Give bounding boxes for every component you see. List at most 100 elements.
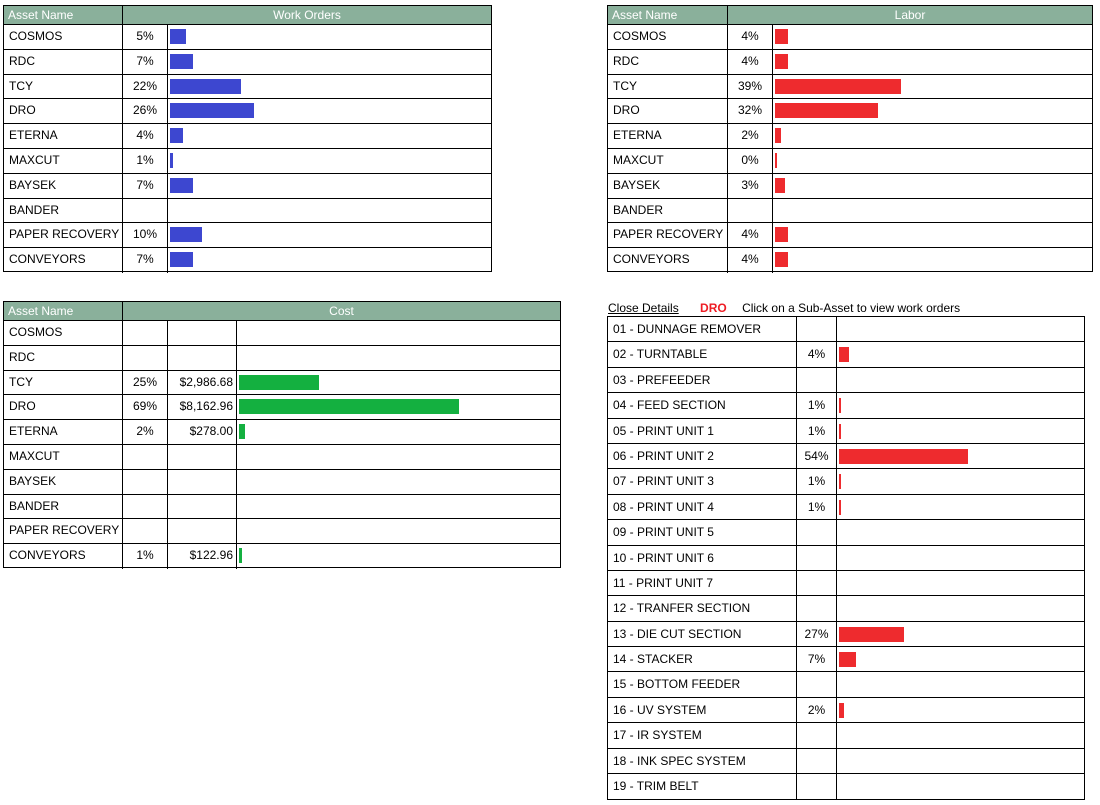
- percent-cell: 25%: [123, 370, 168, 395]
- bar-cell: [837, 647, 1084, 671]
- sub-asset-row-12-tranfer-section[interactable]: 12 - TRANFER SECTION: [608, 596, 1084, 622]
- sub-asset-row-08-print-unit-4[interactable]: 08 - PRINT UNIT 4 1%: [608, 494, 1084, 521]
- asset-name-cell: 06 - PRINT UNIT 2: [608, 443, 797, 469]
- bar-cell: [837, 342, 1084, 366]
- bar-cell: [837, 393, 1084, 417]
- work-orders-row-baysek[interactable]: BAYSEK 7%: [4, 173, 491, 199]
- sub-asset-bar: [839, 448, 968, 464]
- work-orders-row-rdc[interactable]: RDC 7%: [4, 49, 491, 75]
- selected-asset-code: DRO: [700, 301, 727, 315]
- asset-name-cell: TCY: [4, 370, 123, 395]
- percent-cell: 3%: [728, 173, 773, 198]
- cost-bar: [239, 548, 242, 564]
- percent-cell: 1%: [797, 418, 837, 443]
- percent-cell: [797, 317, 837, 342]
- sub-asset-row-14-stacker[interactable]: 14 - STACKER 7%: [608, 647, 1084, 673]
- asset-name-cell: COSMOS: [608, 25, 728, 49]
- labor-row-conveyors[interactable]: CONVEYORS 4%: [608, 248, 1092, 273]
- asset-name-cell: DRO: [608, 99, 728, 124]
- bar-cell: [237, 544, 560, 569]
- cost-row-cosmos[interactable]: COSMOS: [4, 321, 560, 346]
- sub-asset-row-09-print-unit-5[interactable]: 09 - PRINT UNIT 5: [608, 520, 1084, 546]
- labor-row-maxcut[interactable]: MAXCUT 0%: [608, 148, 1092, 174]
- asset-name-cell: CONVEYORS: [4, 248, 123, 273]
- sub-asset-table: 01 - DUNNAGE REMOVER 02 - TURNTABLE 4% 03 -…: [607, 316, 1085, 800]
- cost-amount-cell: [168, 321, 237, 345]
- sub-asset-row-16-uv-system[interactable]: 16 - UV SYSTEM 2%: [608, 697, 1084, 724]
- asset-name-cell: 07 - PRINT UNIT 3: [608, 469, 797, 494]
- labor-row-baysek[interactable]: BAYSEK 3%: [608, 173, 1092, 199]
- cost-bar: [239, 424, 245, 440]
- bar-cell: [168, 25, 491, 49]
- bar-cell: [837, 774, 1084, 799]
- asset-name-cell: 14 - STACKER: [608, 647, 797, 672]
- sub-asset-row-15-bottom-feeder[interactable]: 15 - BOTTOM FEEDER: [608, 672, 1084, 698]
- cost-row-paper-recovery[interactable]: PAPER RECOVERY: [4, 519, 560, 545]
- sub-asset-row-03-prefeeder[interactable]: 03 - PREFEEDER: [608, 367, 1084, 394]
- sub-asset-row-11-print-unit-7[interactable]: 11 - PRINT UNIT 7: [608, 570, 1084, 597]
- work-orders-row-dro[interactable]: DRO 26%: [4, 99, 491, 125]
- percent-cell: 0%: [728, 148, 773, 173]
- labor-row-dro[interactable]: DRO 32%: [608, 99, 1092, 125]
- sub-asset-row-04-feed-section[interactable]: 04 - FEED SECTION 1%: [608, 393, 1084, 419]
- percent-cell: 2%: [123, 420, 168, 444]
- sub-asset-bar: [839, 652, 856, 668]
- sub-asset-row-10-print-unit-6[interactable]: 10 - PRINT UNIT 6: [608, 545, 1084, 571]
- sub-asset-row-02-turntable[interactable]: 02 - TURNTABLE 4%: [608, 342, 1084, 368]
- asset-name-cell: 08 - PRINT UNIT 4: [608, 494, 797, 520]
- labor-row-rdc[interactable]: RDC 4%: [608, 49, 1092, 75]
- cost-row-maxcut[interactable]: MAXCUT: [4, 444, 560, 470]
- close-details-link[interactable]: Close Details: [608, 301, 679, 315]
- percent-cell: 4%: [728, 223, 773, 248]
- labor-bar: [775, 227, 788, 243]
- cost-header-label: Cost: [329, 304, 354, 318]
- bar-cell: [773, 199, 1092, 223]
- sub-asset-row-17-ir-system[interactable]: 17 - IR SYSTEM: [608, 723, 1084, 749]
- bar-cell: [773, 223, 1092, 247]
- labor-row-eterna[interactable]: ETERNA 2%: [608, 124, 1092, 149]
- labor-row-paper-recovery[interactable]: PAPER RECOVERY 4%: [608, 223, 1092, 249]
- percent-cell: [797, 748, 837, 774]
- bar-cell: [837, 749, 1084, 773]
- percent-cell: [123, 444, 168, 469]
- work-orders-row-maxcut[interactable]: MAXCUT 1%: [4, 148, 491, 174]
- sub-asset-row-01-dunnage-remover[interactable]: 01 - DUNNAGE REMOVER: [608, 317, 1084, 343]
- cost-row-bander[interactable]: BANDER: [4, 494, 560, 520]
- cost-row-tcy[interactable]: TCY 25% $2,986.68: [4, 370, 560, 396]
- sub-asset-row-07-print-unit-3[interactable]: 07 - PRINT UNIT 3 1%: [608, 469, 1084, 495]
- work-orders-row-conveyors[interactable]: CONVEYORS 7%: [4, 248, 491, 273]
- asset-name-cell: 11 - PRINT UNIT 7: [608, 570, 797, 596]
- bar-cell: [837, 469, 1084, 493]
- asset-name-cell: COSMOS: [4, 321, 123, 345]
- sub-asset-row-06-print-unit-2[interactable]: 06 - PRINT UNIT 2 54%: [608, 443, 1084, 470]
- asset-name-cell: BANDER: [4, 198, 123, 223]
- sub-asset-row-05-print-unit-1[interactable]: 05 - PRINT UNIT 1 1%: [608, 418, 1084, 444]
- labor-row-cosmos[interactable]: COSMOS 4%: [608, 25, 1092, 50]
- cost-row-dro[interactable]: DRO 69% $8,162.96: [4, 395, 560, 421]
- asset-name-cell: RDC: [4, 345, 123, 370]
- work-orders-row-paper-recovery[interactable]: PAPER RECOVERY 10%: [4, 223, 491, 249]
- cost-amount-cell: [168, 444, 237, 469]
- bar-cell: [837, 419, 1084, 443]
- work-orders-row-cosmos[interactable]: COSMOS 5%: [4, 25, 491, 50]
- sub-asset-row-13-die-cut-section[interactable]: 13 - DIE CUT SECTION 27%: [608, 621, 1084, 648]
- bar-cell: [237, 420, 560, 444]
- cost-row-eterna[interactable]: ETERNA 2% $278.00: [4, 420, 560, 445]
- cost-row-baysek[interactable]: BAYSEK: [4, 469, 560, 495]
- cost-row-conveyors[interactable]: CONVEYORS 1% $122.96: [4, 544, 560, 569]
- percent-cell: [797, 723, 837, 748]
- labor-row-bander[interactable]: BANDER: [608, 198, 1092, 224]
- sub-asset-row-18-ink-spec-system[interactable]: 18 - INK SPEC SYSTEM: [608, 748, 1084, 775]
- cost-amount-cell: [168, 345, 237, 370]
- cost-amount-cell: $278.00: [168, 420, 237, 444]
- labor-bar: [775, 53, 788, 69]
- work-orders-row-eterna[interactable]: ETERNA 4%: [4, 124, 491, 149]
- work-orders-row-tcy[interactable]: TCY 22%: [4, 74, 491, 100]
- work-orders-bar: [170, 53, 193, 69]
- asset-name-cell: DRO: [4, 395, 123, 420]
- cost-row-rdc[interactable]: RDC: [4, 345, 560, 371]
- labor-row-tcy[interactable]: TCY 39%: [608, 74, 1092, 100]
- work-orders-row-bander[interactable]: BANDER: [4, 198, 491, 224]
- bar-cell: [837, 444, 1084, 468]
- sub-asset-row-19-trim-belt[interactable]: 19 - TRIM BELT: [608, 774, 1084, 800]
